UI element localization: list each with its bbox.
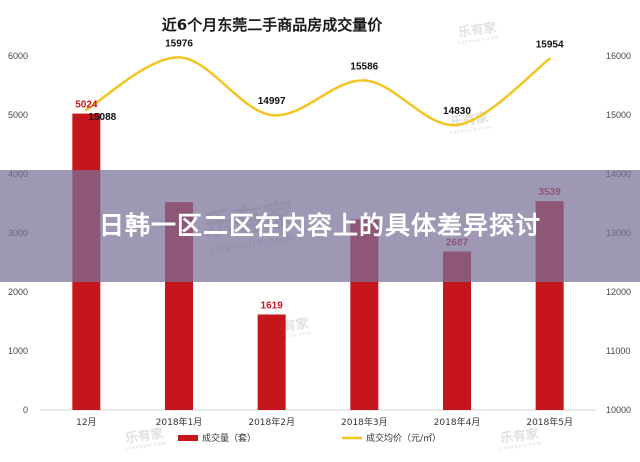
line-data-label: 15586	[350, 61, 378, 72]
price-line	[85, 56, 551, 127]
watermark-text: 乐有家	[499, 425, 539, 446]
x-tick-label: 2018年4月	[434, 416, 481, 428]
y2-tick-label: 12000	[606, 287, 631, 297]
line-data-label: 15976	[165, 38, 193, 49]
bar	[257, 314, 286, 410]
watermark-subtext: Leyoujia.com	[457, 34, 500, 46]
watermark-subtext: Leyoujia.com	[124, 440, 167, 452]
x-tick-label: 2018年5月	[526, 416, 573, 428]
x-tick-label: 2018年3月	[341, 416, 388, 428]
watermark-subtext: Leyoujia.com	[449, 124, 492, 136]
chart-title: 近6个月东莞二手商品房成交量价	[162, 16, 383, 34]
y-tick-label: 5000	[8, 110, 28, 120]
legend: 成交量（套） 成交均价（元/㎡）	[178, 432, 441, 444]
banner-title: 日韩一区二区在内容上的具体差异探讨	[98, 211, 541, 240]
y2-tick-label: 10000	[606, 405, 631, 415]
line-data-label: 15954	[536, 40, 564, 51]
line-data-label: 15088	[88, 112, 116, 123]
x-tick-label: 2018年2月	[248, 416, 295, 428]
bar-data-label: 1619	[261, 300, 284, 311]
y2-tick-label: 16000	[606, 51, 631, 61]
line-series	[85, 56, 551, 127]
line-data-label: 14830	[443, 106, 471, 117]
y2-tick-label: 15000	[606, 110, 631, 120]
legend-swatch-bar	[178, 435, 198, 441]
y-tick-label: 1000	[8, 346, 28, 356]
legend-label-line: 成交均价（元/㎡）	[366, 432, 441, 444]
watermark-subtext: Leyoujia.com	[499, 440, 542, 452]
x-tick-label: 2018年1月	[156, 416, 203, 428]
watermark-subtext: Leyoujia.com	[269, 330, 312, 342]
line-data-label: 14997	[258, 96, 286, 107]
legend-label-bar: 成交量（套）	[202, 432, 256, 444]
bar-data-label: 5024	[75, 100, 98, 111]
y-tick-label: 2000	[8, 287, 28, 297]
axes: 0100020003000400050006000100001100012000…	[8, 51, 631, 428]
watermark-text: 乐有家	[457, 19, 497, 40]
x-tick-label: 12月	[76, 417, 96, 428]
title-banner: 日韩一区二区在内容上的具体差异探讨	[0, 170, 640, 282]
y2-tick-label: 11000	[606, 346, 630, 356]
y-tick-label: 0	[23, 405, 28, 415]
y-tick-label: 6000	[8, 51, 28, 61]
watermark-text: 乐有家	[124, 425, 164, 446]
